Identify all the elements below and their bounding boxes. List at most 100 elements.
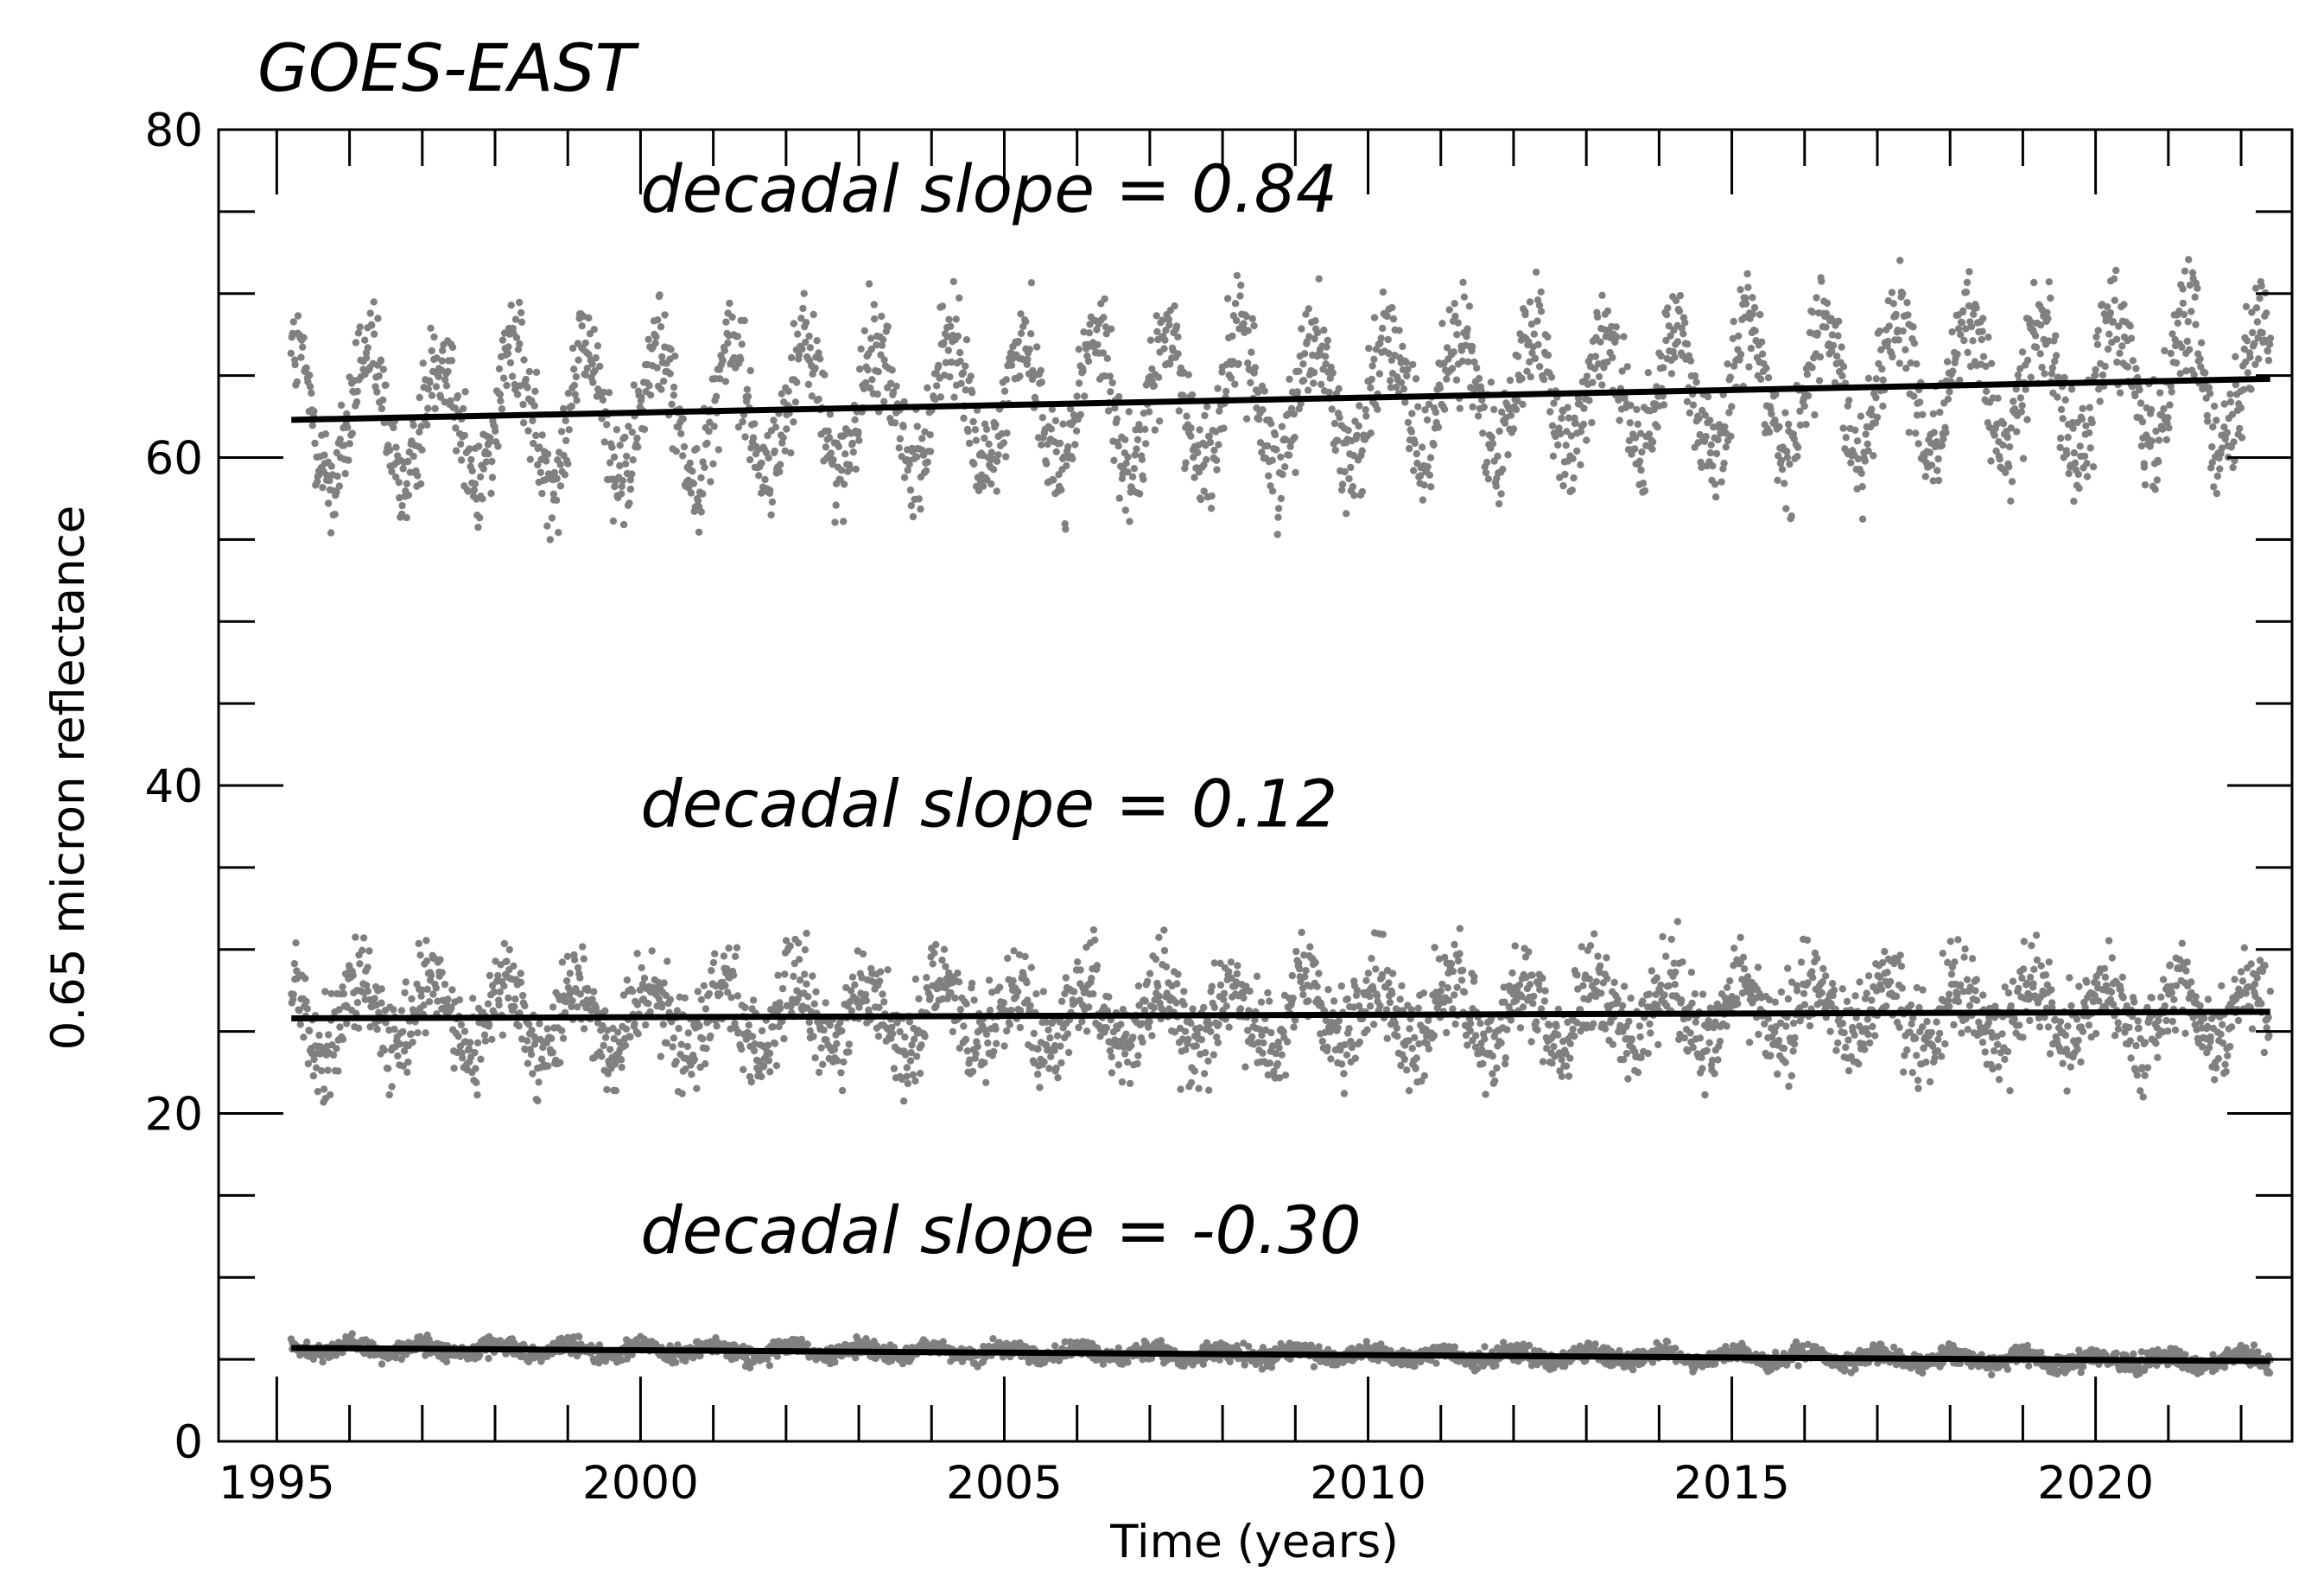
- data-point: [570, 381, 579, 389]
- data-point: [2103, 302, 2111, 311]
- data-point: [333, 488, 340, 496]
- data-point: [729, 971, 738, 979]
- data-point: [1726, 373, 1735, 381]
- data-point: [289, 990, 297, 998]
- data-point: [1447, 960, 1456, 968]
- data-point: [1673, 918, 1682, 925]
- data-point: [1085, 329, 1094, 337]
- data-point: [1042, 1018, 1051, 1027]
- data-point: [750, 1046, 759, 1055]
- data-point: [1174, 333, 1182, 341]
- data-point: [1783, 448, 1791, 455]
- data-point: [804, 993, 812, 1001]
- data-point: [1441, 953, 1449, 962]
- data-point: [1027, 964, 1036, 971]
- data-point: [1306, 943, 1314, 951]
- data-point: [2001, 1055, 2009, 1064]
- data-point: [2074, 1036, 2082, 1045]
- data-point: [1716, 1037, 1724, 1046]
- data-point: [1327, 1055, 1335, 1063]
- data-point: [1271, 431, 1279, 439]
- data-point: [442, 382, 451, 390]
- data-point: [1366, 992, 1374, 1001]
- data-point: [2179, 285, 2187, 293]
- data-point: [1066, 405, 1075, 413]
- data-point: [1981, 1048, 1989, 1056]
- data-point: [1007, 361, 1016, 369]
- data-point: [1184, 371, 1192, 378]
- data-point: [1214, 1039, 1222, 1046]
- data-point: [1151, 426, 1159, 434]
- data-point: [764, 431, 771, 440]
- data-point: [889, 388, 898, 396]
- data-point: [926, 993, 935, 1001]
- data-point: [896, 435, 905, 442]
- data-point: [1803, 371, 1812, 378]
- data-point: [1689, 401, 1698, 409]
- data-point: [2182, 367, 2190, 375]
- data-point: [2220, 423, 2228, 431]
- data-point: [2019, 1034, 2027, 1041]
- data-point: [852, 465, 860, 474]
- data-point: [854, 947, 861, 955]
- data-point: [375, 1008, 383, 1017]
- data-point: [1190, 454, 1197, 461]
- data-point: [1236, 292, 1244, 300]
- data-point: [1782, 1022, 1790, 1030]
- data-point: [1961, 945, 1969, 953]
- data-point: [1430, 441, 1438, 449]
- data-point: [803, 980, 810, 988]
- data-point: [399, 1062, 407, 1070]
- data-point: [926, 431, 934, 439]
- data-point: [2083, 473, 2092, 480]
- data-point: [2264, 347, 2271, 355]
- data-point: [1797, 958, 1806, 966]
- data-point: [1205, 1021, 1214, 1028]
- data-point: [436, 393, 445, 401]
- data-point: [954, 332, 962, 340]
- data-point: [1878, 958, 1887, 967]
- data-point: [1064, 1030, 1072, 1038]
- data-point: [2228, 410, 2237, 418]
- data-point: [1691, 990, 1699, 998]
- data-point: [2016, 394, 2024, 402]
- data-point: [1669, 347, 1677, 356]
- data-point: [1672, 296, 1680, 305]
- data-point: [2003, 1047, 2012, 1056]
- data-point: [1233, 271, 1241, 280]
- data-point: [960, 1022, 968, 1030]
- data-point: [2061, 396, 2069, 404]
- data-point: [1969, 337, 1977, 345]
- data-point: [1172, 999, 1180, 1007]
- data-point: [769, 1023, 777, 1031]
- data-point: [1910, 392, 1918, 400]
- data-point: [2192, 321, 2200, 328]
- data-point: [1966, 362, 1975, 371]
- data-point: [1793, 987, 1801, 995]
- data-point: [543, 457, 550, 465]
- data-point: [1047, 1053, 1055, 1061]
- data-point: [1010, 947, 1018, 955]
- data-point: [2085, 1021, 2093, 1029]
- data-point: [1393, 1024, 1401, 1032]
- data-point: [1881, 948, 1889, 956]
- data-point: [308, 389, 315, 398]
- data-point: [1388, 970, 1397, 977]
- data-point: [548, 514, 556, 522]
- data-point: [1123, 1059, 1132, 1066]
- data-point: [2109, 318, 2118, 326]
- data-point: [1743, 973, 1752, 981]
- data-point: [1740, 965, 1749, 973]
- data-point: [1915, 398, 1924, 406]
- data-point: [448, 986, 456, 994]
- data-point: [1851, 1031, 1858, 1040]
- data-point: [981, 434, 988, 442]
- data-point: [1162, 963, 1171, 971]
- data-point: [1425, 400, 1433, 408]
- data-point: [1464, 1041, 1471, 1049]
- data-point: [352, 398, 361, 406]
- data-point: [1501, 1060, 1509, 1068]
- data-point: [782, 937, 791, 944]
- data-point: [1915, 1003, 1923, 1012]
- data-point: [666, 370, 674, 378]
